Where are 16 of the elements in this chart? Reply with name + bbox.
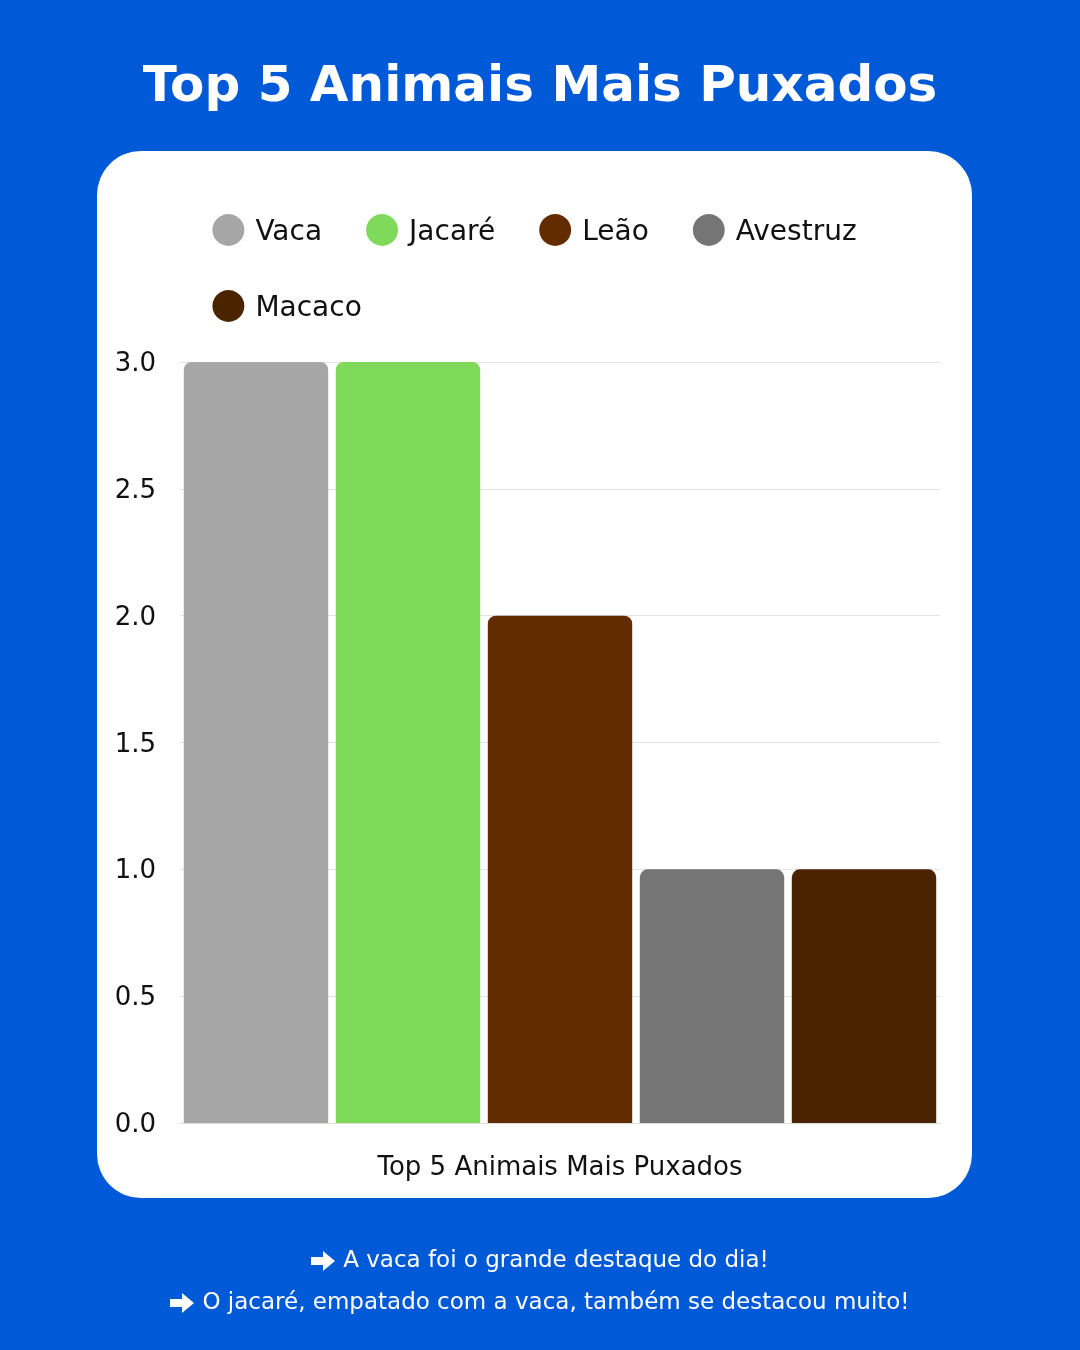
- y-tick-label: 1.5: [114, 727, 156, 758]
- legend-label: Jacaré: [407, 213, 496, 247]
- y-tick-label: 0.5: [114, 981, 156, 1012]
- y-tick-label: 3.0: [114, 347, 156, 377]
- text: O jacaré, empatado com a vaca, também se destacou muito!: [202, 1288, 910, 1314]
- x-axis-title: Top 5 Animais Mais Puxados: [376, 1151, 743, 1181]
- chart-title: Top 5 Animais Mais Puxados: [141, 55, 939, 113]
- text: A vaca foi o grande destaque do dia!: [343, 1246, 769, 1272]
- legend-label: Macaco: [255, 289, 362, 323]
- y-tick-label: 2.0: [114, 600, 156, 631]
- y-tick-label: 2.5: [114, 473, 156, 504]
- legend-label: Leão: [582, 213, 649, 247]
- legend-label: Avestruz: [735, 213, 857, 247]
- y-tick-label: 1.0: [114, 854, 156, 885]
- y-tick-label: 0.0: [114, 1108, 156, 1138]
- legend-label: Vaca: [255, 213, 323, 247]
